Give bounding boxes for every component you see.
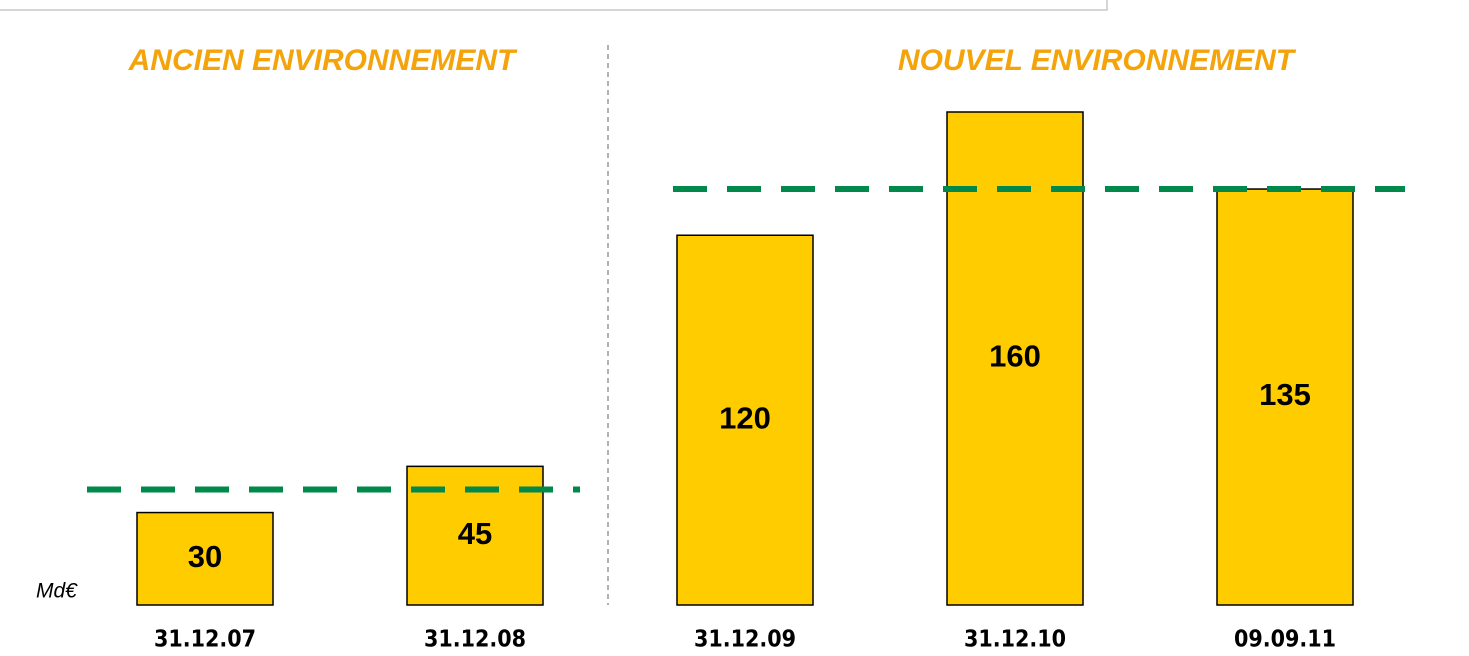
panel-title: NOUVEL ENVIRONNEMENT (898, 44, 1297, 77)
value-label: 45 (458, 516, 492, 551)
frame-edge (0, 0, 1108, 11)
x-tick-label: 31.12.07 (154, 627, 256, 653)
x-tick-label: 31.12.08 (424, 627, 526, 653)
bar (676, 234, 814, 606)
x-tick-label: 31.12.10 (964, 627, 1066, 653)
value-label: 135 (1259, 377, 1311, 412)
value-label: 30 (188, 539, 222, 574)
value-label: 160 (989, 339, 1041, 374)
x-tick-label: 31.12.09 (694, 627, 796, 653)
value-label: 120 (719, 400, 771, 435)
x-tick-label: 09.09.11 (1234, 627, 1336, 653)
panel-title: ANCIEN ENVIRONNEMENT (128, 44, 518, 77)
unit-label: Md€ (36, 580, 78, 603)
bar (946, 111, 1084, 606)
bar (136, 511, 274, 606)
